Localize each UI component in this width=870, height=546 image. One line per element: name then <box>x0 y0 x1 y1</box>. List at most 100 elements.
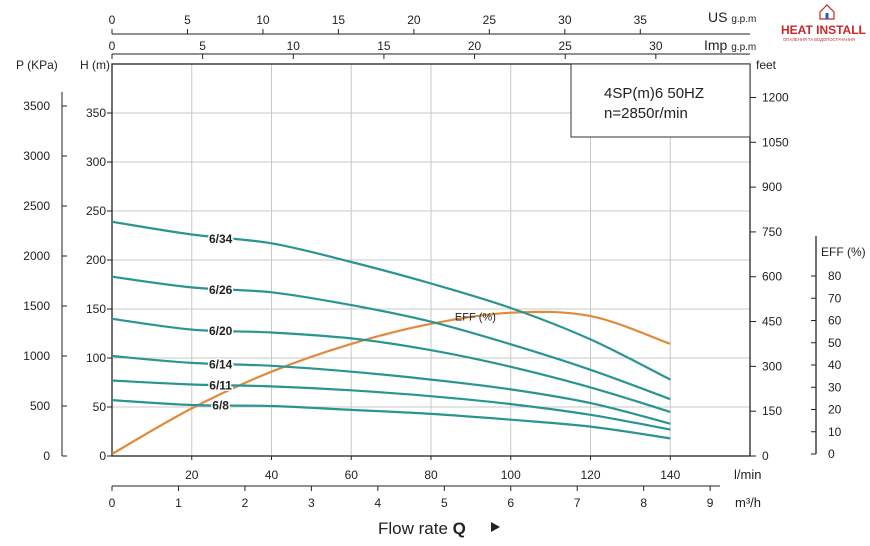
m3h-tick-label: 2 <box>242 496 249 510</box>
eff-tick-label: 40 <box>828 358 842 372</box>
head-tick-label: 300 <box>86 155 106 169</box>
head-curve-6-11 <box>111 379 671 431</box>
us-gpm-tick-label: 5 <box>184 13 191 27</box>
head-curve-6-8 <box>111 399 671 440</box>
flow-rate-caption: Flow rate Q <box>378 519 466 538</box>
m3h-tick-label: 0 <box>109 496 116 510</box>
feet-tick-label: 600 <box>762 270 782 284</box>
eff-tick-label: 60 <box>828 314 842 328</box>
imp-gpm-tick-label: 10 <box>287 39 301 53</box>
feet-tick-label: 1050 <box>762 135 789 149</box>
feet-tick-label: 900 <box>762 180 782 194</box>
head-axis-label: H (m) <box>80 58 110 72</box>
lmin-tick-label: 100 <box>501 468 521 482</box>
feet-tick-label: 150 <box>762 404 782 418</box>
imp-gpm-tick-label: 0 <box>109 39 116 53</box>
head-tick-label: 200 <box>86 253 106 267</box>
lmin-axis-label: l/min <box>734 467 761 482</box>
imp-gpm-tick-label: 5 <box>199 39 206 53</box>
head-tick-label: 100 <box>86 351 106 365</box>
pressure-tick-label: 500 <box>30 399 50 413</box>
head-curve-label: 6/8 <box>212 399 229 413</box>
chart-title: 4SP(m)6 50HZ <box>604 85 704 102</box>
lmin-tick-label: 80 <box>424 468 438 482</box>
pressure-tick-label: 1500 <box>23 299 50 313</box>
feet-tick-label: 0 <box>762 449 769 463</box>
imp-gpm-tick-label: 25 <box>559 39 573 53</box>
pressure-tick-label: 0 <box>43 449 50 463</box>
head-curve-label: 6/20 <box>209 324 233 338</box>
eff-tick-label: 80 <box>828 269 842 283</box>
feet-axis-label: feet <box>756 58 777 72</box>
feet-tick-label: 300 <box>762 359 782 373</box>
flow-rate-label: Flow rate <box>378 519 448 538</box>
us-gpm-tick-label: 0 <box>109 13 116 27</box>
m3h-tick-label: 7 <box>574 496 581 510</box>
head-tick-label: 50 <box>93 400 107 414</box>
efficiency-curve-label: EFF (%) <box>455 312 496 324</box>
lmin-tick-label: 20 <box>185 468 199 482</box>
eff-axis-label: EFF (%) <box>821 245 866 259</box>
us-gpm-axis-label: US g.p.m <box>708 9 756 25</box>
head-curve-6-20 <box>111 317 671 413</box>
us-gpm-tick-label: 20 <box>407 13 421 27</box>
arrow-right-icon <box>491 522 500 532</box>
pressure-tick-label: 2000 <box>23 249 50 263</box>
head-curve-6-26 <box>111 275 671 401</box>
chart-subtitle: n=2850r/min <box>604 105 688 122</box>
eff-tick-label: 0 <box>828 447 835 461</box>
eff-tick-label: 70 <box>828 291 842 305</box>
brand-logo: HEAT INSTALL ОПАЛЕННЯ ТА ВОДОПОСТАЧАННЯ <box>781 4 866 42</box>
head-tick-label: 150 <box>86 302 106 316</box>
eff-tick-label: 10 <box>828 425 842 439</box>
house-door <box>825 13 829 19</box>
m3h-axis-label: m³/h <box>735 495 761 510</box>
imp-gpm-tick-label: 20 <box>468 39 482 53</box>
feet-tick-label: 1200 <box>762 90 789 104</box>
us-gpm-tick-label: 25 <box>483 13 497 27</box>
feet-tick-label: 750 <box>762 225 782 239</box>
efficiency-series: EFF (%) <box>111 310 671 455</box>
pressure-tick-label: 2500 <box>23 199 50 213</box>
m3h-tick-label: 8 <box>640 496 647 510</box>
eff-tick-label: 30 <box>828 380 842 394</box>
eff-tick-label: 50 <box>828 336 842 350</box>
lmin-tick-label: 60 <box>345 468 359 482</box>
m3h-tick-label: 6 <box>507 496 514 510</box>
lmin-tick-label: 120 <box>580 468 600 482</box>
us-gpm-tick-label: 15 <box>332 13 346 27</box>
flow-rate-symbol: Q <box>453 519 466 538</box>
head-curve-6-14 <box>111 354 671 425</box>
head-tick-label: 250 <box>86 204 106 218</box>
m3h-tick-label: 4 <box>374 496 381 510</box>
us-gpm-tick-label: 30 <box>558 13 572 27</box>
lmin-tick-label: 140 <box>660 468 680 482</box>
head-curve-label: 6/14 <box>209 357 233 371</box>
head-tick-label: 350 <box>86 106 106 120</box>
head-curve-label: 6/11 <box>209 378 232 392</box>
imp-gpm-tick-label: 15 <box>377 39 391 53</box>
pressure-tick-label: 1000 <box>23 349 50 363</box>
pressure-tick-label: 3000 <box>23 149 50 163</box>
pressure-tick-label: 3500 <box>23 99 50 113</box>
lmin-tick-label: 40 <box>265 468 279 482</box>
head-curve-6-34 <box>111 220 671 381</box>
brand-name: HEAT INSTALL <box>781 23 866 37</box>
house-icon <box>819 4 835 20</box>
head-curve-label: 6/34 <box>209 232 233 246</box>
imp-gpm-axis-label: Imp g.p.m <box>704 37 756 53</box>
imp-gpm-tick-label: 30 <box>649 39 663 53</box>
head-curves: 6/34 6/26 6/20 6/14 6/11 6/8 <box>111 220 671 440</box>
efficiency-curve <box>111 310 671 455</box>
feet-tick-label: 450 <box>762 315 782 329</box>
m3h-tick-label: 9 <box>707 496 714 510</box>
pressure-axis-label: P (KPa) <box>16 58 58 72</box>
brand-tagline: ОПАЛЕННЯ ТА ВОДОПОСТАЧАННЯ <box>783 37 855 42</box>
m3h-tick-label: 3 <box>308 496 315 510</box>
head-curve-label: 6/26 <box>209 283 233 297</box>
us-gpm-tick-label: 35 <box>634 13 648 27</box>
us-gpm-tick-label: 10 <box>256 13 270 27</box>
head-tick-label: 0 <box>99 449 106 463</box>
